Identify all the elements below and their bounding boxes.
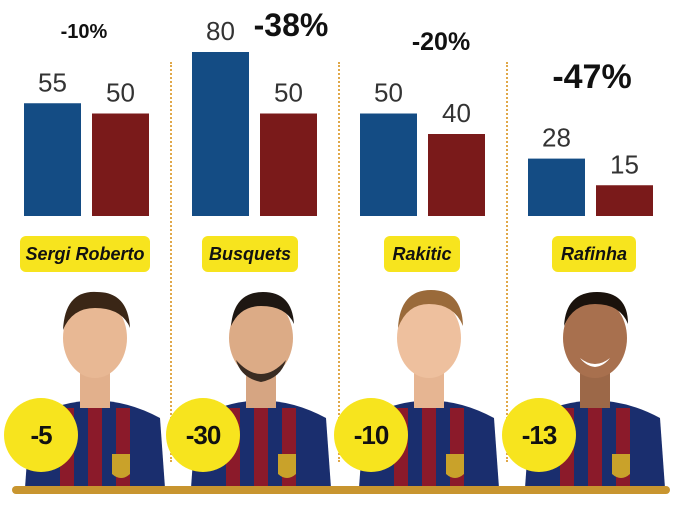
bar-value-label: 50	[374, 78, 403, 108]
reduction-badge: -10	[334, 398, 408, 472]
bar-value-label: 50	[106, 78, 135, 108]
bar-value-label: 50	[274, 78, 303, 108]
bar-value-label: 15	[610, 149, 639, 179]
group-divider	[170, 62, 172, 462]
percent-change-label: -10%	[61, 21, 108, 43]
reduction-badge: -5	[4, 398, 78, 472]
group-divider	[338, 62, 340, 462]
group-divider	[506, 62, 508, 462]
player-name-tag: Busquets	[202, 236, 298, 272]
player-name-tag: Rafinha	[552, 236, 636, 272]
player-photo	[186, 278, 336, 488]
bar-chart: 55 50 -10% 80 50 -38% 50 40 -20% 28 15 -47%	[24, 7, 653, 216]
bar	[596, 185, 653, 216]
bar-value-label: 55	[38, 67, 67, 97]
bar	[192, 52, 249, 216]
bar-value-label: 28	[542, 123, 571, 153]
bar	[428, 134, 485, 216]
bar-value-label: 40	[442, 98, 471, 128]
bar-value-label: 80	[206, 16, 235, 46]
percent-change-label: -38%	[254, 7, 329, 43]
reduction-badge: -30	[166, 398, 240, 472]
bar	[92, 113, 149, 216]
percent-change-label: -20%	[412, 28, 470, 56]
player-name-tag: Sergi Roberto	[20, 236, 150, 272]
bar	[528, 158, 585, 216]
bar	[360, 113, 417, 216]
baseline-bar	[12, 486, 670, 494]
player-name-tag: Rakitic	[384, 236, 460, 272]
bar	[260, 113, 317, 216]
bar	[24, 103, 81, 216]
percent-change-label: -47%	[552, 58, 631, 96]
reduction-badge: -13	[502, 398, 576, 472]
